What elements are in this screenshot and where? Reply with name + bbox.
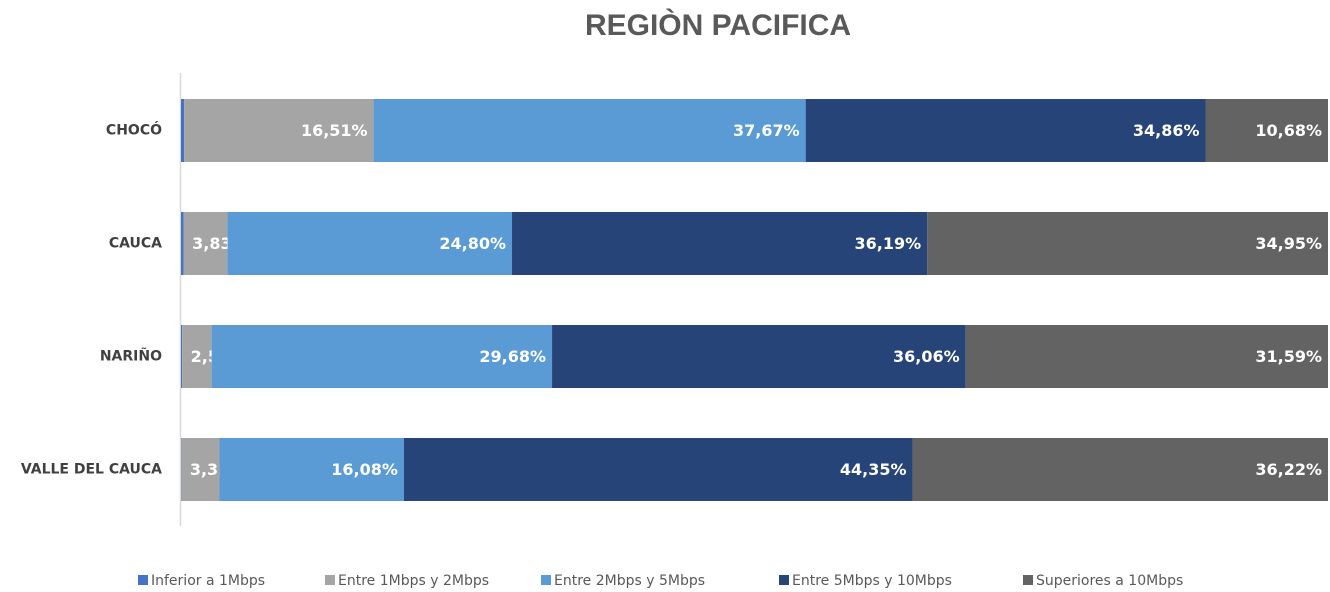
bar-segment bbox=[181, 325, 183, 388]
bar-segment bbox=[912, 438, 1328, 501]
bar-segment bbox=[227, 212, 513, 275]
value-label: 29,68% bbox=[479, 347, 546, 366]
value-label: 37,67% bbox=[733, 121, 800, 140]
value-label: 31,59% bbox=[1255, 347, 1322, 366]
bar-segment bbox=[965, 325, 1328, 388]
value-label: 24,80% bbox=[439, 234, 506, 253]
legend-swatch bbox=[541, 575, 551, 585]
bar-segment bbox=[184, 99, 374, 162]
legend-swatch bbox=[1023, 575, 1033, 585]
bar-segment bbox=[373, 99, 806, 162]
legend-swatch bbox=[325, 575, 335, 585]
category-label: VALLE DEL CAUCA bbox=[21, 462, 162, 478]
bar-segment bbox=[927, 212, 1328, 275]
category-label: NARIÑO bbox=[100, 348, 162, 365]
bar-segment bbox=[512, 212, 928, 275]
value-label: 34,95% bbox=[1255, 234, 1322, 253]
legend-label: Inferior a 1Mbps bbox=[151, 573, 265, 589]
value-label: 44,35% bbox=[840, 460, 907, 479]
bar-segment bbox=[182, 325, 212, 388]
bar-segment bbox=[805, 99, 1206, 162]
value-label: 36,06% bbox=[893, 347, 960, 366]
bar-segment bbox=[181, 212, 184, 275]
category-label: CAUCA bbox=[109, 236, 162, 252]
legend-label: Entre 2Mbps y 5Mbps bbox=[554, 573, 705, 589]
bar-segment bbox=[181, 438, 220, 501]
value-label: 16,08% bbox=[331, 460, 398, 479]
value-label: 36,19% bbox=[854, 234, 921, 253]
value-label: 34,86% bbox=[1133, 121, 1200, 140]
value-label: 10,68% bbox=[1255, 121, 1322, 140]
legend-swatch bbox=[779, 575, 789, 585]
bar-segment bbox=[403, 438, 913, 501]
legend-label: Entre 5Mbps y 10Mbps bbox=[792, 573, 952, 589]
value-label: 16,51% bbox=[301, 121, 368, 140]
bar-segment bbox=[552, 325, 966, 388]
bar-segment bbox=[1205, 99, 1328, 162]
bar-segment bbox=[211, 325, 553, 388]
legend-label: Superiores a 10Mbps bbox=[1036, 573, 1183, 589]
bar-segment bbox=[181, 99, 185, 162]
legend-label: Entre 1Mbps y 2Mbps bbox=[338, 573, 489, 589]
legend-swatch bbox=[138, 575, 148, 585]
bar-segment bbox=[183, 212, 228, 275]
chart-title: REGIÒN PACIFICA bbox=[585, 8, 851, 42]
bar-segment bbox=[219, 438, 404, 501]
value-label: 36,22% bbox=[1255, 460, 1322, 479]
category-label: CHOCÓ bbox=[106, 121, 162, 139]
